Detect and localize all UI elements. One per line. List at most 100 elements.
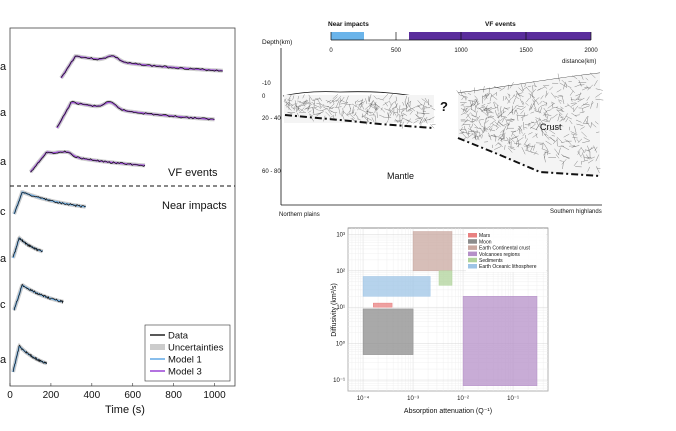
crack-line [530,88,536,96]
diff-x-tick: 10⁻³ [407,396,419,402]
crack-line [575,114,580,116]
crack-line [533,144,536,151]
crack-line [506,122,510,131]
crack-line [575,93,582,97]
crack-line [465,108,470,115]
crack-line [343,101,348,109]
crack-line [544,133,550,140]
crack-line [512,94,515,99]
crack-line [479,127,484,133]
crack-line [535,119,539,126]
crack-line [576,139,580,143]
crack-line [495,127,499,131]
crack-line [577,151,582,158]
crack-line [543,107,548,114]
crack-line [511,130,517,134]
crack-line [330,110,334,113]
crack-line [532,99,535,103]
crack-line [524,127,528,129]
crack-line [413,119,419,124]
crack-line [358,103,364,111]
crack-line [284,101,288,104]
crack-line [551,101,555,104]
diff-legend-swatch [468,245,477,250]
crack-line [589,146,593,151]
crack-line [316,111,324,115]
crack-line [546,114,549,121]
crack-line [406,110,412,112]
crack-line [499,133,505,140]
crack-line [507,93,511,96]
diff-legend-label: Moon [479,239,492,245]
crack-line [489,119,497,125]
crack-line [332,94,339,99]
crack-line [459,132,463,134]
diff-legend-swatch [468,239,477,244]
crack-line [489,93,492,102]
crack-line [326,105,334,109]
diff-y-tick: 10⁰ [336,341,346,348]
crack-line [549,117,552,122]
crack-line [572,105,579,113]
crack-line [484,107,490,111]
crack-line [377,98,384,101]
crack-line [349,113,355,119]
crack-line [580,126,585,130]
crack-line [469,100,472,107]
trace-uncertainty [55,100,215,129]
crack-line [309,113,314,117]
crack-line [415,114,421,120]
crack-line [487,116,495,119]
trace-data [60,55,223,78]
crack-line [421,113,425,121]
region-earth-continental-crust [412,231,453,272]
crack-line [417,105,423,111]
crack-line [565,81,567,88]
depth-ticks: -10 0 20 - 40 60 - 80 [262,81,281,175]
crack-line [483,94,489,99]
crack-line [558,147,561,155]
crack-line [546,114,552,116]
crack-line [533,85,538,88]
crack-line [590,100,593,109]
crack-line [539,100,543,105]
trace-data [56,100,215,128]
crack-line [547,103,555,109]
crack-line [353,109,355,114]
crack-line [563,133,570,138]
diff-legend-label: Mars [479,233,491,239]
region-volcanoes-regions [462,296,538,386]
crack-line [583,150,587,153]
unknown-mark: ? [440,99,448,114]
region-sediments [438,270,453,286]
crack-line [544,111,548,114]
crack-line [516,137,524,142]
crack-line [556,136,563,143]
crack-line [476,101,479,107]
diff-y-tick: 10³ [336,232,345,238]
right-region-label: Southern highlands [550,209,602,215]
diff-y-tick: 10¹ [336,305,345,311]
crack-line [334,106,342,108]
crack-line [556,107,563,111]
crack-line [471,114,479,118]
crack-line [395,120,402,123]
crack-line [500,138,504,141]
crack-line [402,102,405,106]
crack-line [533,81,536,87]
crack-line [373,95,378,100]
crack-line [481,106,485,110]
crack-line [582,140,590,143]
crack-line [563,155,570,159]
crack-line [521,106,526,110]
crack-line [488,109,493,113]
crack-line [406,118,411,125]
crack-line [507,97,512,104]
crack-line [465,119,468,122]
crack-line [520,110,524,114]
crack-line [571,133,577,136]
crust-left-fill [284,95,434,123]
crack-line [474,131,477,140]
crack-line [493,133,497,137]
crack-line [356,118,362,121]
